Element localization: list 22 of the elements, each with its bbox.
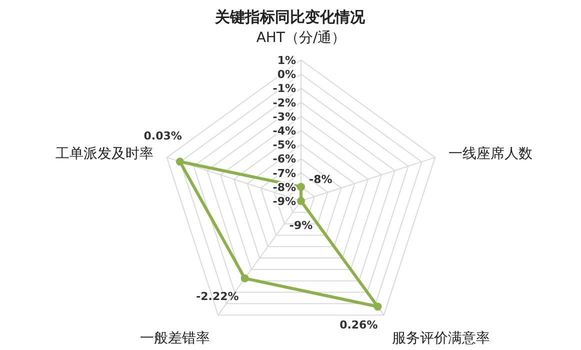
- spoke-label: 服务评价满意率: [392, 330, 490, 346]
- y-tick-label: 0%: [277, 68, 296, 82]
- data-label: 0.03%: [144, 130, 182, 143]
- data-label: -2.22%: [196, 290, 239, 304]
- y-tick-label: -2%: [272, 96, 296, 110]
- y-tick-label: -5%: [272, 138, 296, 152]
- y-tick-label: -4%: [272, 124, 296, 138]
- spoke-label: 工单派发及时率: [55, 146, 154, 162]
- spoke-label: 一般差错率: [140, 330, 210, 346]
- y-tick-label: -7%: [272, 166, 296, 180]
- y-tick-label: -9%: [272, 195, 296, 208]
- chart-title: 关键指标同比变化情况: [214, 8, 366, 26]
- y-tick-label: -3%: [272, 110, 296, 124]
- data-label: -8%: [309, 172, 332, 186]
- spoke-label: AHT（分/通）: [256, 30, 346, 46]
- spoke-label: 一线座席人数: [448, 146, 533, 162]
- data-label: -9%: [289, 219, 313, 232]
- data-label: 0.26%: [340, 318, 378, 332]
- y-tick-label: 1%: [277, 54, 296, 67]
- y-tick-label: -8%: [272, 180, 296, 194]
- y-tick-label: -1%: [272, 82, 296, 96]
- y-tick-label: -6%: [272, 152, 296, 166]
